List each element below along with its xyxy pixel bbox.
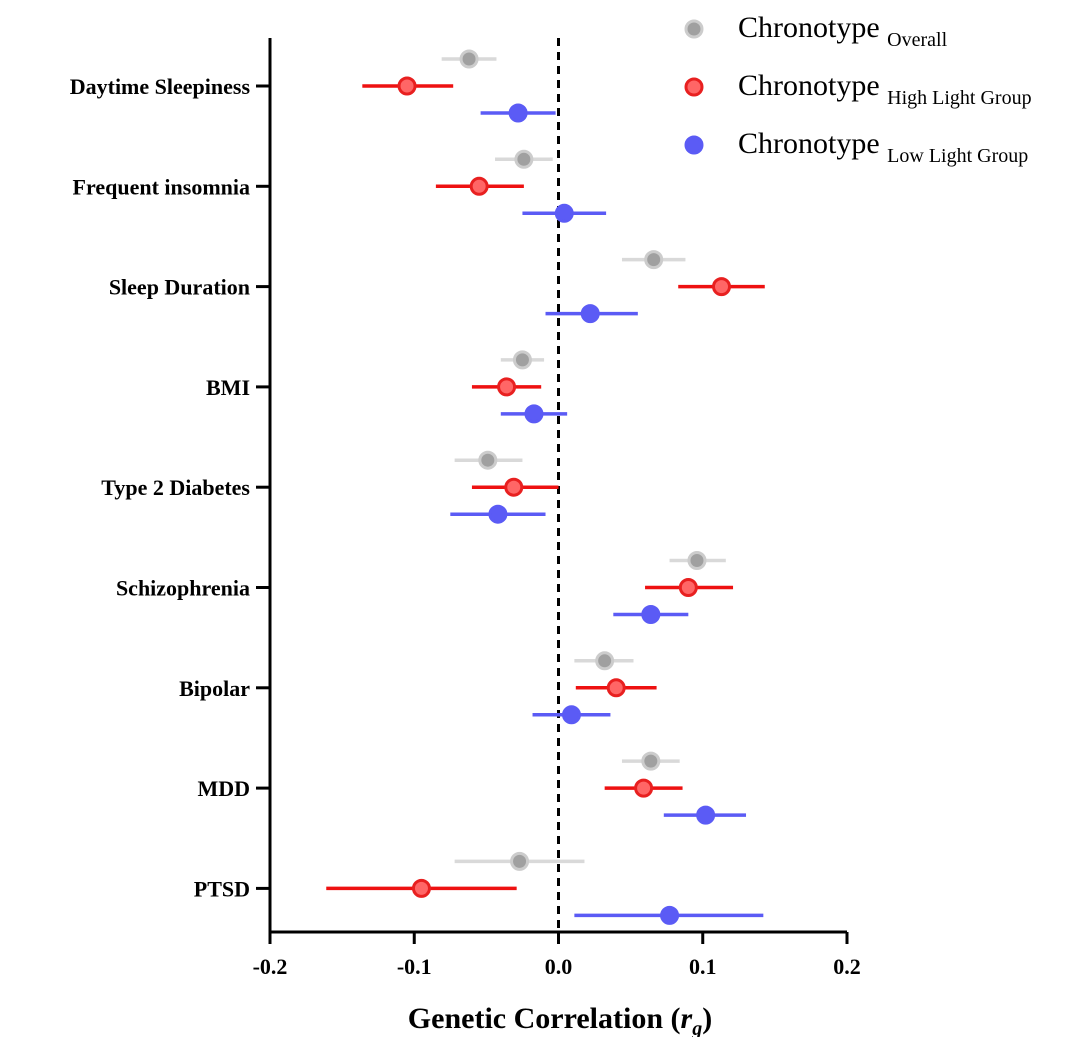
legend-label: Chronotype Overall: [738, 11, 948, 51]
point-estimate: [595, 651, 615, 671]
x-tick-label: 0.2: [833, 954, 861, 979]
point-estimate: [524, 404, 544, 424]
legend-entry-0: Chronotype Overall: [684, 11, 948, 51]
series-2: [450, 103, 764, 925]
legend-label: Chronotype High Light Group: [738, 69, 1032, 109]
axes: -0.2 -0.1 0.0 0.1 0.2: [253, 38, 861, 979]
point-estimate: [397, 76, 417, 96]
x-tick-label: 0.0: [545, 954, 573, 979]
category-label: Bipolar: [179, 676, 250, 701]
legend-marker: [684, 77, 704, 97]
category-label: Schizophrenia: [116, 576, 250, 601]
point-estimate: [512, 350, 532, 370]
x-axis-title: Genetic Correlation (rg): [408, 1002, 712, 1037]
point-estimate: [459, 49, 479, 69]
point-estimate: [660, 905, 680, 925]
legend-entry-1: Chronotype High Light Group: [684, 69, 1032, 109]
legend-marker: [684, 19, 704, 39]
category-label: MDD: [197, 776, 250, 801]
point-estimate: [561, 705, 581, 725]
category-label: Daytime Sleepiness: [70, 74, 251, 99]
point-estimate: [508, 103, 528, 123]
data-marks: [326, 49, 765, 925]
point-estimate: [641, 605, 661, 624]
point-estimate: [678, 578, 698, 597]
point-estimate: [469, 176, 489, 196]
category-label: Frequent insomnia: [73, 174, 250, 199]
x-axis-title-var: r: [681, 1002, 693, 1035]
category-label: Sleep Duration: [109, 275, 250, 300]
point-estimate: [606, 678, 626, 698]
legend-marker: [684, 135, 704, 155]
point-estimate: [696, 805, 716, 825]
x-axis-title-sub: g: [691, 1018, 702, 1037]
x-axis-title-close: ): [702, 1002, 712, 1035]
point-estimate: [497, 377, 517, 397]
point-estimate: [504, 477, 524, 497]
x-axis-title-main: Genetic Correlation (: [408, 1002, 681, 1035]
point-estimate: [510, 851, 530, 871]
series-1: [326, 76, 765, 898]
point-estimate: [478, 450, 498, 470]
category-label: BMI: [206, 375, 250, 400]
x-tick-label: 0.1: [689, 954, 717, 979]
x-tick-label: -0.1: [397, 954, 432, 979]
point-estimate: [411, 878, 431, 898]
point-estimate: [687, 551, 707, 570]
legend-entry-2: Chronotype Low Light Group: [684, 127, 1028, 167]
category-label: Type 2 Diabetes: [101, 475, 250, 500]
point-estimate: [580, 304, 600, 324]
category-labels: Daytime Sleepiness Frequent insomnia Sleep…: [70, 74, 251, 901]
point-estimate: [641, 751, 661, 771]
point-estimate: [634, 778, 654, 798]
point-estimate: [712, 277, 732, 297]
legend: Chronotype Overall Chronotype High Light …: [684, 11, 1032, 167]
point-estimate: [554, 203, 574, 223]
category-label: PTSD: [194, 876, 250, 901]
point-estimate: [644, 250, 664, 270]
svg-text:Genetic Correlation (rg): Genetic Correlation (rg): [408, 1002, 712, 1037]
legend-label: Chronotype Low Light Group: [738, 127, 1028, 167]
point-estimate: [514, 149, 534, 169]
x-tick-label: -0.2: [253, 954, 288, 979]
point-estimate: [488, 504, 508, 524]
series-0: [441, 49, 726, 871]
